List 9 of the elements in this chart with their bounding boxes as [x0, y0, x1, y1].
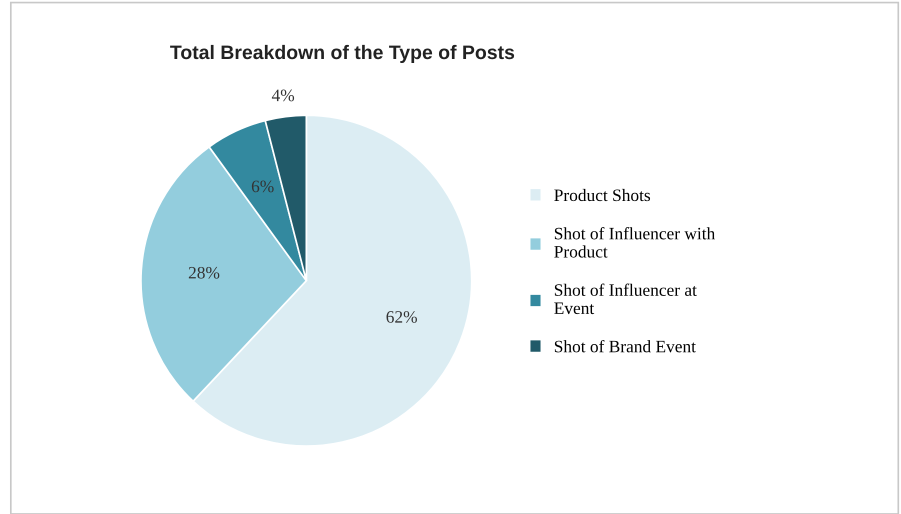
data-label: 4% [272, 90, 294, 102]
legend-label: Shot of Influencer at Event [554, 284, 697, 314]
legend-label: Product Shots [554, 188, 650, 202]
data-label: 62% [386, 311, 417, 323]
legend-label: Shot of Influencer with Product [554, 227, 716, 258]
data-label: 6% [252, 180, 274, 192]
data-label: 28% [188, 266, 220, 279]
chart-title: Total Breakdown of the Type of Posts [170, 44, 514, 64]
legend-label: Shot of Brand Event [554, 340, 696, 352]
